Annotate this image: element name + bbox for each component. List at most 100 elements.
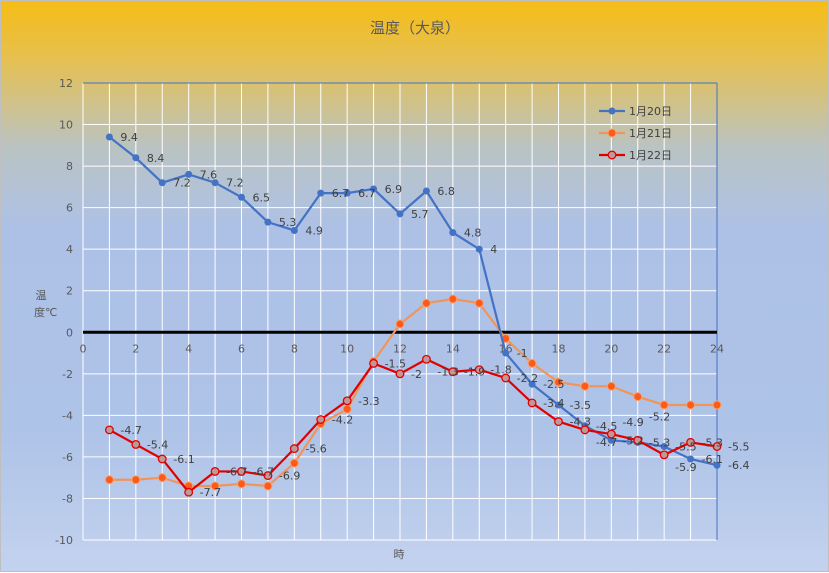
data-point xyxy=(263,481,273,491)
data-point xyxy=(502,349,510,357)
data-label: -1.8 xyxy=(490,364,511,377)
legend: 1月20日 1月21日 1月22日 xyxy=(599,105,672,162)
data-point xyxy=(263,471,273,481)
data-point xyxy=(527,398,537,408)
data-point xyxy=(528,380,536,388)
legend-item: 1月21日 xyxy=(599,127,672,140)
y-tick-label: 8 xyxy=(66,160,73,173)
data-point xyxy=(606,429,616,439)
data-label: -6.7 xyxy=(226,465,247,478)
data-label: -1.9 xyxy=(464,366,485,379)
data-point xyxy=(659,450,669,460)
data-label: 9.4 xyxy=(120,131,137,144)
data-point xyxy=(713,461,721,469)
y-tick-label: -6 xyxy=(62,451,73,464)
data-label: 6.5 xyxy=(253,191,271,204)
data-label: 7.2 xyxy=(173,177,191,190)
data-point xyxy=(608,107,616,115)
y-axis-title: 温度℃ xyxy=(34,289,58,319)
data-point xyxy=(237,467,246,476)
data-point xyxy=(475,245,483,253)
data-point xyxy=(687,455,695,463)
data-point xyxy=(264,218,272,226)
data-label: -2 xyxy=(411,368,422,381)
series-group xyxy=(104,133,722,497)
data-point xyxy=(686,400,696,410)
data-label: 6.9 xyxy=(385,183,403,196)
data-point xyxy=(289,458,299,468)
data-label: -5.3 xyxy=(702,436,723,449)
data-point xyxy=(157,473,167,483)
data-point xyxy=(421,298,431,308)
data-label: 6.7 xyxy=(358,187,376,200)
x-tick-label: 24 xyxy=(710,342,724,355)
data-point xyxy=(580,381,590,391)
data-label: -5.4 xyxy=(147,438,168,451)
data-point xyxy=(659,400,669,410)
data-point xyxy=(607,128,617,138)
legend-label: 1月20日 xyxy=(629,105,672,118)
data-label: -6.1 xyxy=(173,453,194,466)
data-point xyxy=(342,396,352,406)
data-label: -5.5 xyxy=(728,441,749,454)
data-point xyxy=(554,417,563,427)
data-label: -5.2 xyxy=(649,410,670,423)
series-line xyxy=(108,358,718,494)
data-labels: 9.4 8.4 7.2 7.6 7.2 6.5 5.3 4.9 6.7 6.7 6.9 5.7 6.8 4… xyxy=(120,131,749,499)
data-point xyxy=(607,150,617,160)
data-point xyxy=(158,179,166,187)
data-label: -6.9 xyxy=(279,470,300,483)
data-point xyxy=(633,392,643,402)
data-point xyxy=(343,189,351,197)
legend-label: 1月21日 xyxy=(629,127,672,140)
x-axis-title: 時 xyxy=(394,548,405,561)
x-tick-label: 4 xyxy=(185,342,192,355)
data-label: -4.2 xyxy=(332,414,353,427)
data-point xyxy=(580,425,590,435)
data-point xyxy=(105,133,113,141)
data-label: -6.7 xyxy=(253,465,274,478)
data-point xyxy=(474,298,484,308)
data-label: -4.7 xyxy=(596,436,617,449)
data-point xyxy=(104,475,114,485)
series-line xyxy=(108,136,718,467)
x-tick-label: 20 xyxy=(604,342,618,355)
data-point xyxy=(395,319,405,329)
data-label: -3.4 xyxy=(543,397,564,410)
data-point xyxy=(606,381,616,391)
x-tick-label: 10 xyxy=(340,342,354,355)
data-label: -1 xyxy=(517,347,528,360)
x-tick-label: 8 xyxy=(291,342,298,355)
data-point xyxy=(238,193,245,201)
data-point xyxy=(131,439,141,449)
y-tick-label: -4 xyxy=(62,409,73,422)
data-label: -5.6 xyxy=(305,443,326,456)
data-point xyxy=(554,377,563,387)
series-line xyxy=(109,297,717,488)
y-tick-label: 0 xyxy=(66,326,73,339)
y-tick-label: 2 xyxy=(66,285,73,298)
data-point xyxy=(395,369,405,379)
x-tick-label: 18 xyxy=(552,342,566,355)
data-point xyxy=(210,481,220,491)
data-label: -2.5 xyxy=(543,378,564,391)
data-label: 4.8 xyxy=(464,227,482,240)
data-label: -4.9 xyxy=(622,416,643,429)
data-label: -4.3 xyxy=(570,416,591,429)
data-label: 5.3 xyxy=(279,216,297,229)
data-label: -5.3 xyxy=(649,436,670,449)
data-point xyxy=(369,358,379,368)
data-label: -1.5 xyxy=(385,357,406,370)
x-tick-label: 0 xyxy=(80,342,87,355)
data-label: 4 xyxy=(490,243,497,256)
data-point xyxy=(317,189,325,197)
legend-item: 1月20日 xyxy=(599,105,672,118)
data-label: 7.2 xyxy=(226,177,244,190)
series-1月21日 xyxy=(104,294,722,491)
data-point xyxy=(660,443,668,451)
data-point xyxy=(686,437,696,447)
data-point xyxy=(474,365,484,375)
